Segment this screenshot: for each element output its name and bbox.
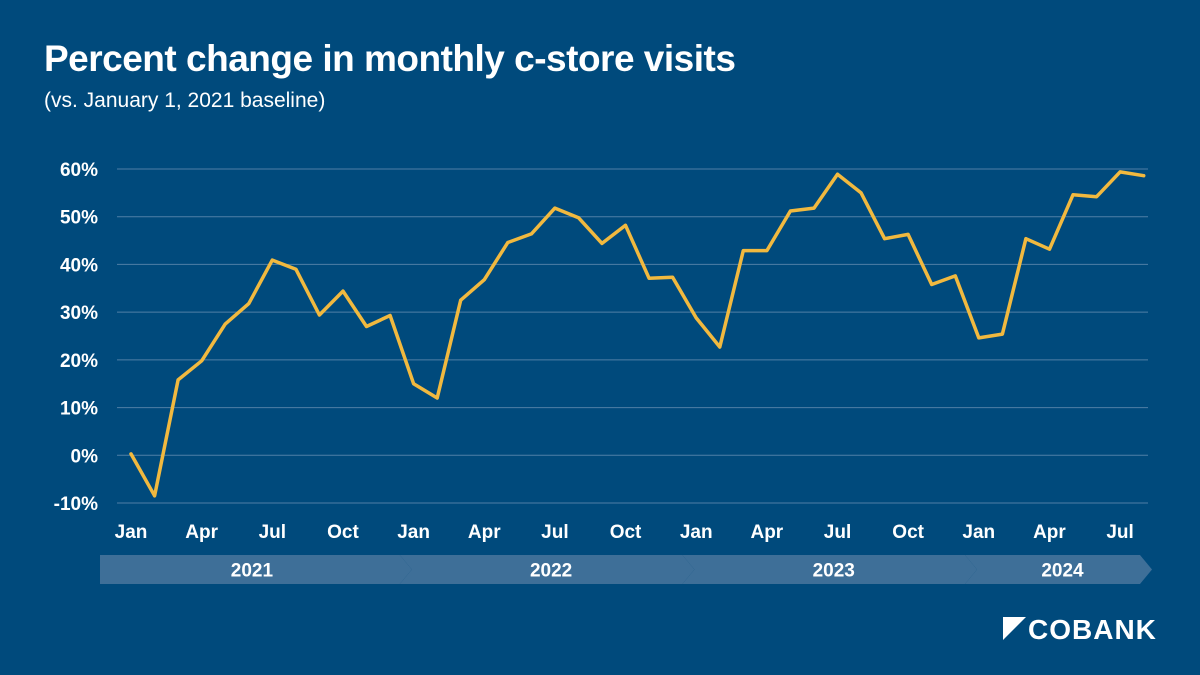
chart-subtitle: (vs. January 1, 2021 baseline) [44, 89, 326, 112]
y-tick-label: 30% [60, 303, 98, 324]
data-point [317, 313, 321, 317]
x-tick-label: Apr [1033, 522, 1066, 543]
data-point [435, 396, 439, 400]
data-point [247, 302, 251, 306]
data-point [1024, 237, 1028, 241]
data-point [647, 276, 651, 280]
data-point [129, 452, 133, 456]
year-segment [682, 555, 978, 584]
data-point [153, 494, 157, 498]
x-tick-label: Jan [680, 522, 713, 543]
x-tick-label: Jan [115, 522, 148, 543]
data-point [294, 267, 298, 271]
data-point [624, 223, 628, 227]
x-tick-label: Jul [824, 522, 851, 543]
x-tick-label: Jul [1106, 522, 1133, 543]
chart-title: Percent change in monthly c-store visits [44, 38, 736, 79]
data-point [600, 241, 604, 245]
data-point [482, 278, 486, 282]
data-point [883, 237, 887, 241]
data-point [1071, 193, 1075, 197]
data-point [529, 232, 533, 236]
data-point [718, 345, 722, 349]
data-point [553, 206, 557, 210]
y-tick-label: 50% [60, 208, 98, 229]
data-point [1095, 195, 1099, 199]
data-point [859, 191, 863, 195]
data-point [671, 275, 675, 279]
cobank-logo: COBANK [1003, 614, 1157, 645]
data-point [176, 378, 180, 382]
data-point [977, 336, 981, 340]
y-tick-label: 0% [71, 446, 99, 467]
y-tick-label: 20% [60, 351, 98, 372]
year-label: 2024 [1041, 561, 1084, 582]
x-tick-label: Jan [397, 522, 430, 543]
data-point [1142, 174, 1146, 178]
year-label: 2023 [813, 561, 855, 582]
year-segment [965, 555, 1152, 584]
logo-text: COBANK [1028, 614, 1157, 645]
x-tick-label: Jan [962, 522, 995, 543]
x-tick-label: Jul [541, 522, 568, 543]
data-point [412, 382, 416, 386]
data-point [576, 216, 580, 220]
gridlines [117, 168, 1148, 504]
x-tick-label: Oct [327, 522, 359, 543]
year-band: 2021 2022 2023 2024 [100, 555, 1152, 584]
data-point [694, 316, 698, 320]
x-tick-label: Apr [468, 522, 501, 543]
x-axis-labels: Jan Apr Jul Oct Jan Apr Jul Oct Jan Apr Jul Oct Jan A… [115, 522, 1134, 543]
y-tick-label: -10% [54, 494, 98, 515]
series-layer [129, 170, 1146, 498]
data-point [223, 322, 227, 326]
x-tick-label: Oct [610, 522, 642, 543]
x-tick-label: Apr [750, 522, 783, 543]
data-point [906, 232, 910, 236]
y-tick-label: 60% [60, 160, 98, 181]
data-point [200, 359, 204, 363]
y-tick-label: 40% [60, 255, 98, 276]
year-label: 2021 [231, 561, 274, 582]
cobank-logo-icon [1003, 617, 1026, 640]
data-point [459, 298, 463, 302]
series-line [129, 170, 1146, 498]
data-point [836, 172, 839, 176]
y-tick-label: 10% [60, 399, 98, 420]
data-point [741, 249, 745, 253]
data-point [812, 206, 816, 210]
x-tick-label: Jul [259, 522, 286, 543]
data-point [341, 289, 345, 293]
data-point [506, 240, 510, 244]
data-point [365, 324, 368, 328]
data-point [270, 258, 274, 262]
year-segment [100, 555, 412, 584]
data-point [1047, 247, 1051, 251]
data-point [765, 249, 769, 253]
year-label: 2022 [530, 561, 572, 582]
data-point [930, 282, 934, 286]
data-point [953, 274, 957, 278]
x-tick-label: Apr [185, 522, 218, 543]
data-point [1000, 332, 1004, 336]
x-tick-label: Oct [892, 522, 924, 543]
data-point [388, 313, 392, 317]
data-point [788, 209, 792, 213]
data-point [1118, 170, 1122, 174]
y-axis-labels: 60% 50% 40% 30% 20% 10% 0% -10% [54, 160, 98, 515]
year-segment [399, 555, 695, 584]
